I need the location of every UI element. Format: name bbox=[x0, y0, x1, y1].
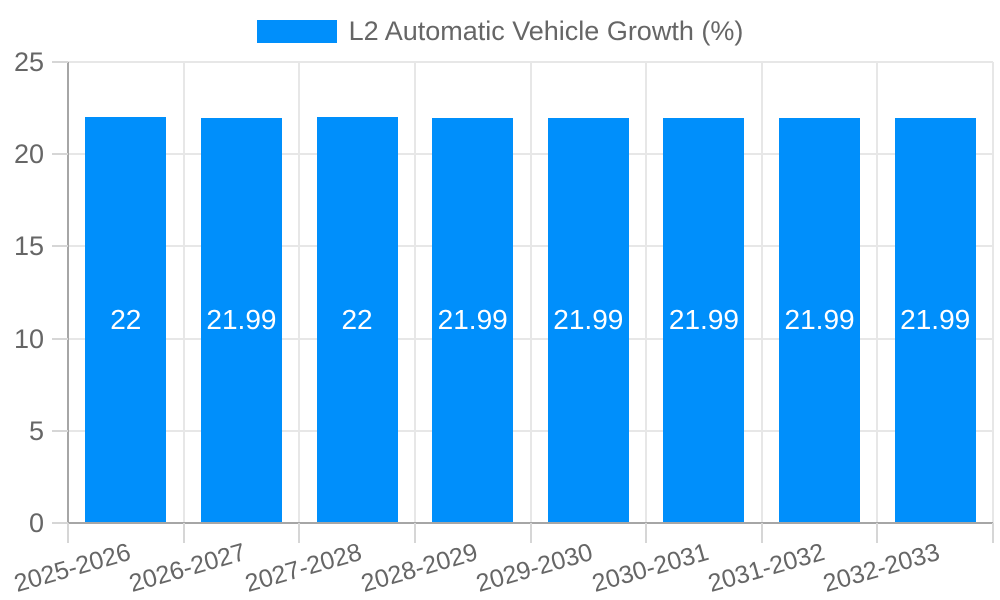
bar[interactable]: 21.99 bbox=[200, 117, 282, 523]
bar[interactable]: 21.99 bbox=[894, 117, 976, 523]
bar-value-label: 21.99 bbox=[206, 304, 277, 336]
bar-value-label: 21.99 bbox=[553, 304, 624, 336]
x-gridline bbox=[182, 62, 185, 523]
x-gridline bbox=[760, 62, 763, 523]
y-tick bbox=[52, 337, 68, 340]
bar[interactable]: 21.99 bbox=[663, 117, 745, 523]
x-tick bbox=[298, 523, 301, 543]
bar-value-label: 21.99 bbox=[900, 304, 971, 336]
legend-label: L2 Automatic Vehicle Growth (%) bbox=[348, 16, 744, 46]
y-axis-label: 20 bbox=[13, 139, 44, 170]
x-tick bbox=[182, 523, 185, 543]
x-gridline bbox=[413, 62, 416, 523]
x-gridline bbox=[992, 62, 994, 523]
y-tick bbox=[52, 61, 68, 63]
x-gridline bbox=[876, 62, 879, 523]
x-tick bbox=[67, 523, 69, 543]
y-axis-label: 25 bbox=[13, 47, 44, 77]
legend[interactable]: L2 Automatic Vehicle Growth (%) bbox=[0, 18, 1000, 45]
y-tick bbox=[52, 245, 68, 248]
bar-value-label: 22 bbox=[341, 304, 373, 336]
bar[interactable]: 22 bbox=[316, 117, 398, 523]
x-tick bbox=[992, 523, 994, 543]
bar[interactable]: 21.99 bbox=[432, 117, 514, 523]
y-axis-label: 5 bbox=[28, 415, 44, 446]
y-axis-label: 15 bbox=[13, 231, 44, 262]
bar-value-label: 21.99 bbox=[437, 304, 508, 336]
y-axis-label: 10 bbox=[13, 323, 44, 354]
x-gridline bbox=[529, 62, 532, 523]
bar-value-label: 21.99 bbox=[668, 304, 739, 336]
x-tick bbox=[645, 523, 648, 543]
y-tick bbox=[52, 153, 68, 156]
x-gridline bbox=[298, 62, 301, 523]
bar[interactable]: 21.99 bbox=[547, 117, 629, 523]
x-gridline bbox=[645, 62, 648, 523]
x-tick bbox=[529, 523, 532, 543]
bar[interactable]: 21.99 bbox=[779, 117, 861, 523]
y-axis-line bbox=[67, 62, 69, 524]
y-axis-label: 0 bbox=[28, 508, 44, 538]
y-tick bbox=[52, 522, 68, 524]
bar-value-label: 22 bbox=[110, 304, 142, 336]
x-tick bbox=[876, 523, 879, 543]
x-tick bbox=[760, 523, 763, 543]
bar-value-label: 21.99 bbox=[784, 304, 855, 336]
bar[interactable]: 22 bbox=[85, 117, 167, 523]
legend-marker[interactable] bbox=[256, 20, 337, 43]
y-tick bbox=[52, 429, 68, 432]
x-tick bbox=[413, 523, 416, 543]
